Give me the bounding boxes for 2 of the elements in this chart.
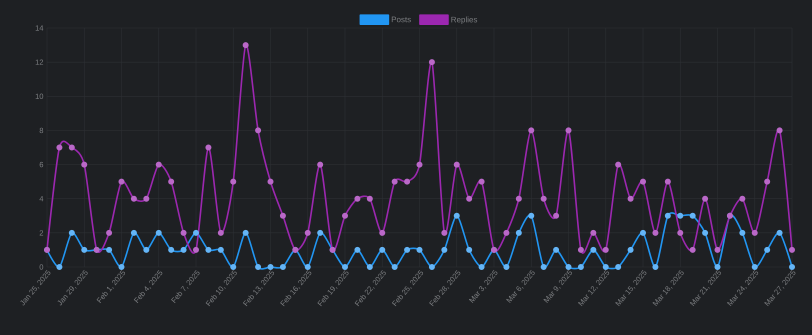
legend-label: Posts xyxy=(392,16,411,22)
legend-label: Replies xyxy=(451,16,478,24)
